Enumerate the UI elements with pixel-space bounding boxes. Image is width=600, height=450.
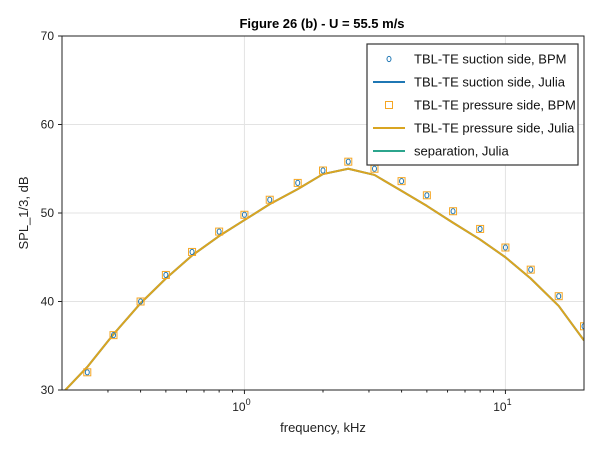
series-0-point-5	[216, 228, 222, 235]
series-2-point-0	[83, 368, 92, 377]
y-tick-label-2: 50	[41, 206, 55, 220]
series-0-point-8	[295, 179, 301, 187]
series-2-point-12	[397, 177, 406, 186]
y-tick-label-3: 60	[41, 118, 55, 132]
legend: TBL-TE suction side, BPM TBL-TE suction s…	[366, 43, 579, 166]
x-tick-label-1: 101	[493, 397, 511, 414]
series-0-point-13	[424, 192, 430, 199]
legend-label-1: TBL-TE suction side, Julia	[414, 75, 566, 90]
y-axis-label: SPL_1/3, dB	[16, 177, 31, 250]
x-axis-label: frequency, kHz	[280, 420, 366, 435]
series-2-point-9	[319, 166, 327, 175]
series-0-point-16	[502, 244, 508, 251]
series-2-point-7	[265, 195, 274, 204]
series-2-point-17	[526, 265, 535, 274]
y-tick-label-4: 70	[41, 29, 55, 43]
series-2-point-13	[422, 191, 431, 200]
series-2-point-6	[240, 210, 249, 219]
series-0-point-6	[241, 211, 247, 218]
series-0-point-11	[371, 165, 377, 172]
series-0-point-12	[399, 178, 405, 185]
series-0-point-3	[163, 271, 169, 279]
series-0-point-17	[528, 266, 534, 273]
series-0-point-18	[556, 293, 562, 300]
legend-swatch-0	[386, 55, 392, 63]
legend-swatch-2	[385, 101, 393, 109]
series-2-point-14	[449, 207, 458, 216]
series-2-point-16	[501, 243, 510, 252]
series-2-point-5	[215, 227, 224, 236]
series-0-point-14	[450, 208, 456, 215]
legend-label-3: TBL-TE pressure side, Julia	[414, 121, 575, 136]
series-2-point-1	[109, 331, 118, 340]
plot-data	[63, 157, 584, 390]
series-0-point-2	[138, 298, 144, 305]
legend-box	[366, 43, 579, 166]
series-2-point-15	[476, 224, 485, 233]
legend-label-0: TBL-TE suction side, BPM	[414, 52, 566, 67]
series-0-point-15	[477, 225, 483, 233]
series-2-point-3	[161, 270, 170, 279]
chart-title: Figure 26 (b) - U = 55.5 m/s	[239, 16, 404, 31]
y-tick-label-0: 30	[41, 383, 55, 397]
series-2-point-19	[580, 322, 584, 331]
series-0-point-0	[84, 369, 90, 376]
series-2-point-2	[136, 297, 145, 306]
series-0-point-9	[320, 167, 326, 174]
series-2-point-18	[554, 292, 563, 301]
series-0-point-7	[267, 196, 273, 203]
series-2-point-4	[188, 247, 197, 256]
x-tick-label-0: 100	[232, 397, 250, 414]
series-0-point-1	[110, 332, 116, 339]
series-2-point-10	[344, 157, 353, 166]
legend-label-4: separation, Julia	[414, 144, 509, 159]
legend-label-2: TBL-TE pressure side, BPM	[414, 98, 576, 113]
axis-ticks: 30 40 50 60 70 100 101	[41, 29, 512, 414]
y-tick-label-1: 40	[41, 295, 55, 309]
series-0-point-4	[189, 248, 195, 256]
series-0-point-10	[345, 158, 351, 165]
series-2-point-8	[293, 178, 302, 187]
series-0-point-19	[581, 323, 584, 330]
